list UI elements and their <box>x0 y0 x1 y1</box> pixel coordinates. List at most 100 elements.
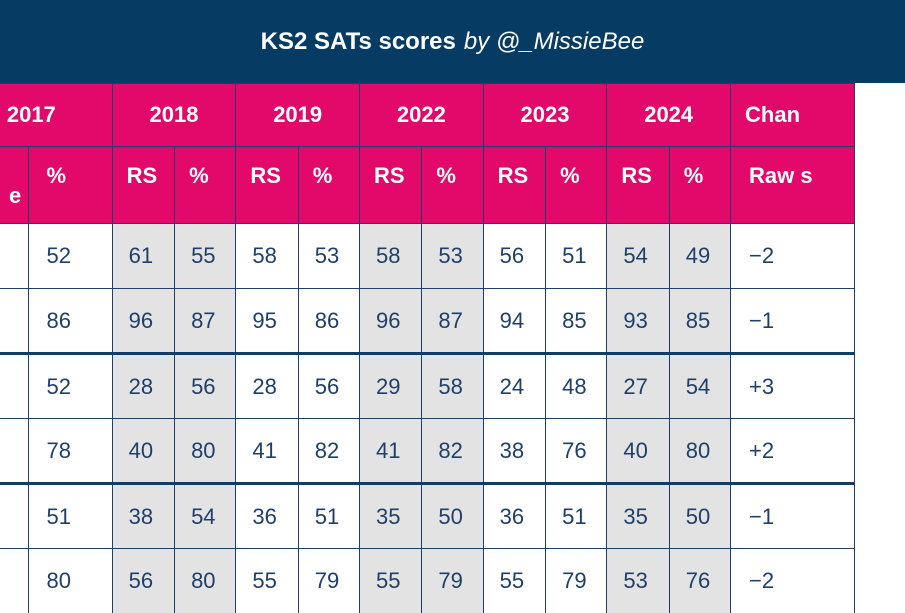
table-cell: 55 <box>482 548 547 613</box>
table-cell: 55 <box>235 548 299 613</box>
change-header: Chan <box>730 83 855 147</box>
table-cell <box>0 288 29 354</box>
table-cell: 40 <box>111 418 176 484</box>
table-cell: 54 <box>606 223 670 289</box>
subheader-row: e % RS % RS % RS % RS % RS % Raw s <box>0 146 855 224</box>
table-cell: 36 <box>235 482 299 549</box>
table-row: 52 28 56 28 56 29 58 24 48 27 54 +3 <box>0 352 855 419</box>
table-cell: 87 <box>421 288 484 354</box>
subheader-cell: RS <box>358 146 423 224</box>
table-cell: +2 <box>730 418 855 484</box>
year-2024-header: 2024 <box>606 83 732 147</box>
table-body: 52 61 55 58 53 58 53 56 51 54 49 −2 86 96 87 95 86 96 87 94… <box>0 223 855 613</box>
table-row: 80 56 80 55 79 55 79 55 79 53 76 −2 <box>0 548 855 613</box>
table-row: 78 40 80 41 82 41 82 38 76 40 80 +2 <box>0 418 855 484</box>
subheader-cell: % <box>174 146 237 224</box>
table-cell: 28 <box>111 352 176 419</box>
table-cell: 58 <box>421 352 484 419</box>
table-cell: 80 <box>27 548 113 613</box>
subheader-cell: RS <box>482 146 547 224</box>
table-cell: 36 <box>482 482 547 549</box>
title-banner: KS2 SATs scores by @_MissieBee <box>0 0 905 83</box>
table-cell: 76 <box>545 418 608 484</box>
table-cell: 79 <box>421 548 484 613</box>
table-cell: 53 <box>297 223 361 289</box>
subheader-cell: Raw s <box>730 146 855 224</box>
table-cell: 52 <box>27 223 113 289</box>
table-cell: 27 <box>606 352 670 419</box>
table-cell: 53 <box>606 548 670 613</box>
table-cell: 76 <box>668 548 732 613</box>
subheader-cell: RS <box>111 146 176 224</box>
table-cell: 86 <box>297 288 361 354</box>
subheader-cell: % <box>668 146 732 224</box>
table-cell: 80 <box>174 548 237 613</box>
table-cell: 50 <box>421 482 484 549</box>
table-cell: 56 <box>174 352 237 419</box>
subheader-cell: RS <box>606 146 670 224</box>
table-cell: 54 <box>668 352 732 419</box>
table-cell: 55 <box>358 548 423 613</box>
year-2023-header: 2023 <box>482 83 608 147</box>
table-row: 51 38 54 36 51 35 50 36 51 35 50 −1 <box>0 482 855 549</box>
subheader-cell: % <box>27 146 113 224</box>
table-cell: 24 <box>482 352 547 419</box>
table-cell: 58 <box>235 223 299 289</box>
table-cell: −1 <box>730 288 855 354</box>
table-cell: 49 <box>668 223 732 289</box>
table-cell: 94 <box>482 288 547 354</box>
table-cell: 50 <box>668 482 732 549</box>
table-cell: 48 <box>545 352 608 419</box>
table-cell: 38 <box>482 418 547 484</box>
table-cell: 51 <box>297 482 361 549</box>
subheader-cell: % <box>421 146 484 224</box>
table-cell: 56 <box>111 548 176 613</box>
table-cell: 61 <box>111 223 176 289</box>
table-cell: 53 <box>421 223 484 289</box>
table-cell: 51 <box>545 482 608 549</box>
table-row: 86 96 87 95 86 96 87 94 85 93 85 −1 <box>0 288 855 354</box>
subheader-cell: e <box>0 146 29 224</box>
table-cell: 85 <box>545 288 608 354</box>
table-cell: 51 <box>27 482 113 549</box>
table-cell: 80 <box>174 418 237 484</box>
table-cell: 40 <box>606 418 670 484</box>
table-cell: 87 <box>174 288 237 354</box>
table-cell: −2 <box>730 548 855 613</box>
title-byline: by @_MissieBee <box>463 27 645 55</box>
table-cell <box>0 223 29 289</box>
table-cell: 58 <box>358 223 423 289</box>
scores-table-viewport: 2017 2018 2019 2022 2023 2024 Chan e % R… <box>0 83 905 613</box>
table-cell <box>0 548 29 613</box>
table-cell: 82 <box>421 418 484 484</box>
table-cell: 96 <box>358 288 423 354</box>
table-cell: −1 <box>730 482 855 549</box>
table-cell: 80 <box>668 418 732 484</box>
table-cell: 93 <box>606 288 670 354</box>
year-2019-header: 2019 <box>235 83 360 147</box>
title-main: KS2 SATs scores <box>260 27 456 55</box>
table-cell: 29 <box>358 352 423 419</box>
year-header-row: 2017 2018 2019 2022 2023 2024 Chan <box>0 83 855 147</box>
table-cell: 56 <box>482 223 547 289</box>
table-row: 52 61 55 58 53 58 53 56 51 54 49 −2 <box>0 223 855 289</box>
subheader-cell: % <box>545 146 608 224</box>
table-cell: 56 <box>297 352 361 419</box>
table-cell: 79 <box>545 548 608 613</box>
table-cell: +3 <box>730 352 855 419</box>
table-cell <box>0 482 29 549</box>
table-cell: 96 <box>111 288 176 354</box>
table-cell: 51 <box>545 223 608 289</box>
table-cell: −2 <box>730 223 855 289</box>
scores-table: 2017 2018 2019 2022 2023 2024 Chan e % R… <box>0 83 855 613</box>
table-cell: 28 <box>235 352 299 419</box>
table-cell: 78 <box>27 418 113 484</box>
subheader-cell: % <box>297 146 361 224</box>
table-cell: 52 <box>27 352 113 419</box>
table-cell: 38 <box>111 482 176 549</box>
year-2022-header: 2022 <box>359 83 484 147</box>
table-cell: 55 <box>174 223 237 289</box>
table-cell: 79 <box>297 548 361 613</box>
table-cell: 82 <box>297 418 361 484</box>
table-cell: 54 <box>174 482 237 549</box>
